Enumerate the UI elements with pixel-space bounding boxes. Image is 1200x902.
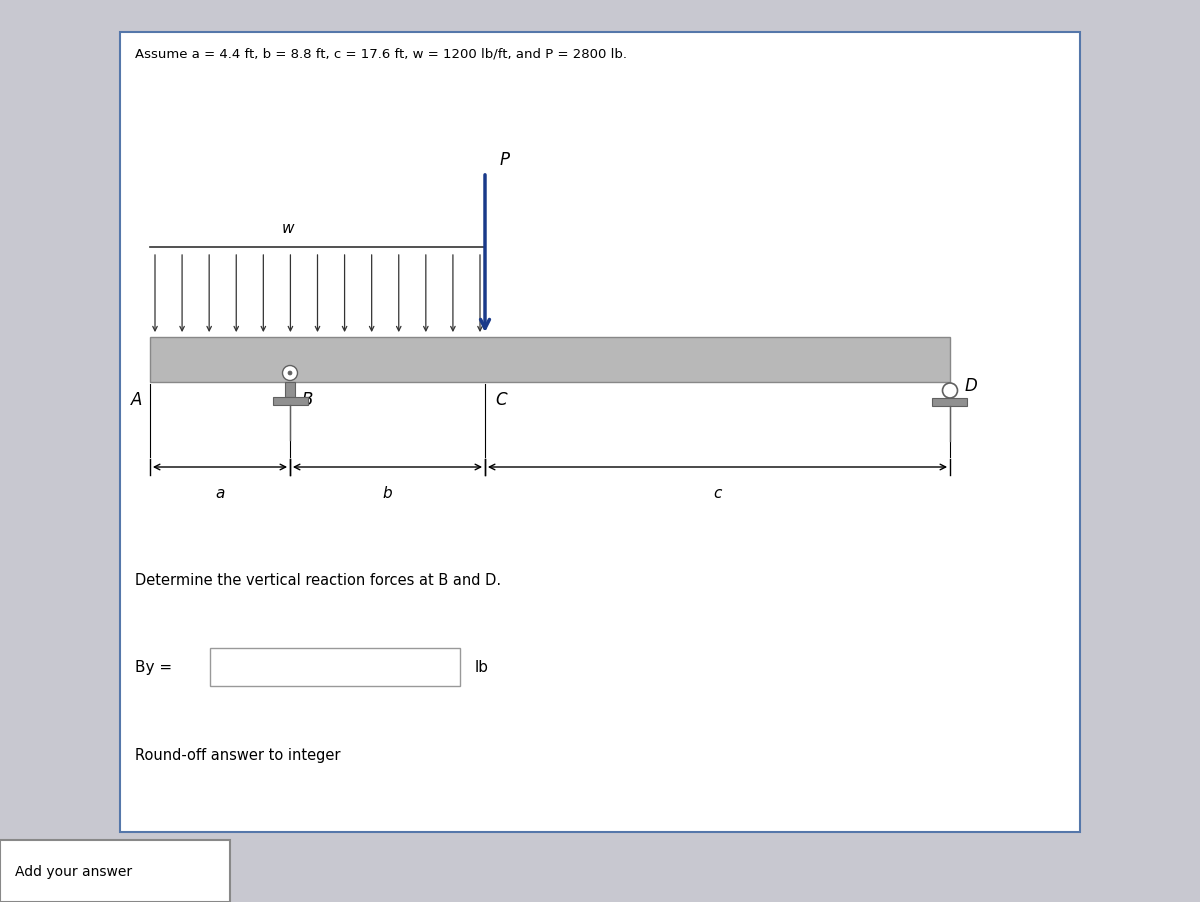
Text: C: C <box>494 391 506 409</box>
Text: B: B <box>302 391 313 409</box>
Text: lb: lb <box>475 659 490 675</box>
Bar <box>286 382 295 398</box>
Text: Add your answer: Add your answer <box>14 864 132 878</box>
Circle shape <box>288 372 292 375</box>
Text: P: P <box>500 151 510 169</box>
Text: w: w <box>281 221 294 235</box>
Bar <box>932 399 967 407</box>
Text: b: b <box>383 485 392 501</box>
FancyBboxPatch shape <box>0 840 230 902</box>
Text: D: D <box>965 376 978 394</box>
Bar <box>150 337 950 382</box>
Text: c: c <box>713 485 721 501</box>
Circle shape <box>942 383 958 399</box>
Text: By =: By = <box>134 659 172 675</box>
FancyBboxPatch shape <box>210 649 460 686</box>
Text: Assume a = 4.4 ft, b = 8.8 ft, c = 17.6 ft, w = 1200 lb/ft, and P = 2800 lb.: Assume a = 4.4 ft, b = 8.8 ft, c = 17.6 … <box>134 48 628 61</box>
Text: Round-off answer to integer: Round-off answer to integer <box>134 747 341 762</box>
Text: a: a <box>215 485 224 501</box>
FancyBboxPatch shape <box>120 33 1080 832</box>
Bar <box>272 398 307 406</box>
Text: Determine the vertical reaction forces at B and D.: Determine the vertical reaction forces a… <box>134 573 502 587</box>
Text: A: A <box>131 391 142 409</box>
Circle shape <box>282 366 298 381</box>
